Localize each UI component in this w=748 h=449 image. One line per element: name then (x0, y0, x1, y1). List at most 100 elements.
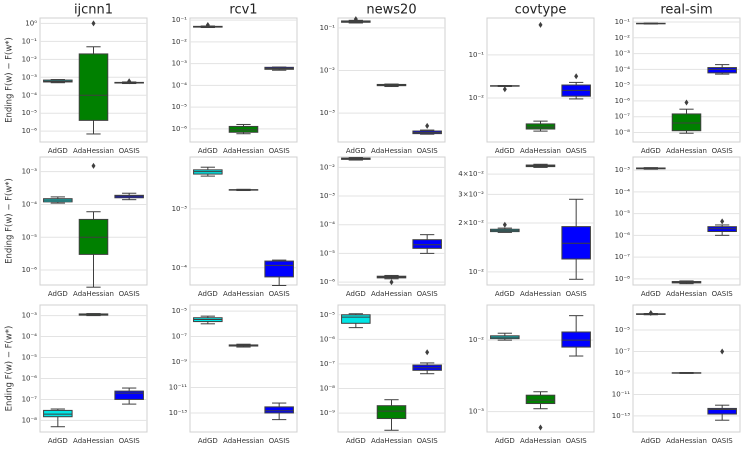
y-tick-label: 10⁻⁹ (320, 409, 336, 417)
y-tick-label: 10⁻¹ (22, 37, 38, 45)
y-tick-label: 10⁻² (22, 55, 38, 63)
outlier (502, 86, 507, 93)
y-tick-label: 10⁻⁶ (22, 266, 38, 274)
box (412, 239, 442, 249)
x-tick-label: AdaHessian (666, 290, 707, 298)
y-tick-label: 10⁻³ (615, 50, 631, 58)
y-tick-label: 10⁻⁵ (320, 311, 336, 319)
y-tick-label: 10⁻⁷ (320, 360, 336, 368)
y-tick-label: 10⁻⁹ (172, 358, 188, 366)
x-tick-label: OASIS (417, 290, 439, 298)
y-tick-label: 10⁻¹ (172, 16, 188, 24)
x-tick-label: AdGD (641, 437, 661, 445)
box (114, 390, 144, 400)
plot-area (486, 156, 595, 286)
y-tick-label: 10⁻⁴ (320, 221, 336, 229)
y-tick-label: 10⁻¹ (615, 18, 631, 26)
y-tick-label: 10⁻⁹ (615, 369, 631, 377)
y-tick-label: 10⁻² (172, 38, 188, 46)
y-axis-label: Ending F(w) − F(w*) (5, 326, 15, 412)
y-tick-label: 10⁻⁷ (615, 113, 631, 121)
y-tick-label: 10⁻¹³ (169, 409, 187, 417)
plot-area (632, 156, 741, 286)
y-tick-label: 10⁻⁷ (22, 395, 38, 403)
y-tick-label: 10⁻⁵ (320, 249, 336, 257)
y-tick-label: 10⁻⁵ (615, 326, 631, 334)
outlier (91, 20, 96, 27)
y-tick-label: 10⁻⁸ (615, 128, 631, 136)
x-tick-label: AdGD (495, 437, 515, 445)
outlier (720, 218, 725, 225)
y-tick-label: 10⁻⁵ (172, 307, 188, 315)
y-tick-label: 10⁻⁶ (22, 374, 38, 382)
y-tick-label: 10⁻⁵ (22, 354, 38, 362)
outlier (425, 122, 430, 129)
box (561, 331, 591, 348)
y-tick-label: 10⁻⁶ (22, 127, 38, 135)
chart-title: rcv1 (229, 3, 257, 18)
y-tick-label: 10⁻⁸ (320, 385, 336, 393)
box (78, 53, 109, 121)
chart-title: real-sim (660, 3, 712, 18)
y-tick-label: 10⁻² (615, 34, 631, 42)
y-tick-label: 10⁻⁴ (22, 91, 38, 99)
x-tick-label: AdGD (48, 147, 68, 155)
outlier (91, 162, 96, 169)
y-tick-label: 10⁻⁷ (615, 253, 631, 261)
y-tick-label: 10⁻⁶ (615, 97, 631, 105)
outlier (684, 99, 689, 106)
x-tick-label: OASIS (566, 147, 588, 155)
x-tick-label: AdaHessian (223, 437, 264, 445)
y-tick-label: 10⁻² (469, 94, 485, 102)
y-tick-label: 10⁻⁶ (320, 335, 336, 343)
x-tick-label: OASIS (712, 437, 734, 445)
plot-area (486, 304, 595, 433)
y-axis-label: Ending F(w) − F(w*) (5, 37, 15, 123)
y-tick-label: 10⁻³ (172, 60, 188, 68)
y-tick-label: 10⁻² (320, 66, 336, 74)
x-tick-label: AdaHessian (371, 290, 412, 298)
x-tick-label: AdGD (198, 147, 218, 155)
x-tick-label: AdGD (495, 147, 515, 155)
x-tick-label: OASIS (119, 437, 141, 445)
x-tick-label: OASIS (119, 290, 141, 298)
y-tick-label: 10⁻⁷ (615, 347, 631, 355)
y-tick-label: 3×10⁻² (458, 190, 484, 198)
y-tick-label: 10⁻¹ (469, 51, 485, 59)
box (264, 260, 294, 278)
y-axis-label: Ending F(w) − F(w*) (5, 178, 15, 264)
outlier (538, 424, 543, 431)
box (264, 406, 294, 414)
y-tick-label: 10⁻⁸ (22, 416, 38, 424)
x-tick-label: AdaHessian (73, 437, 114, 445)
x-tick-label: AdaHessian (520, 147, 561, 155)
x-tick-label: AdaHessian (73, 147, 114, 155)
y-tick-label: 10⁻³ (172, 205, 188, 213)
y-tick-label: 10⁻¹ (320, 24, 336, 32)
box (525, 123, 556, 130)
chart-title: ijcnn1 (74, 3, 113, 18)
x-tick-label: OASIS (269, 147, 291, 155)
outlier (353, 16, 358, 23)
box (525, 394, 556, 405)
outlier (389, 279, 394, 286)
y-tick-label: 10⁻⁶ (615, 231, 631, 239)
y-tick-label: 2×10⁻² (458, 219, 484, 227)
x-tick-label: AdaHessian (371, 437, 412, 445)
y-tick-label: 10⁻⁶ (320, 278, 336, 286)
outlier (538, 21, 543, 28)
x-tick-label: AdGD (346, 290, 366, 298)
outlier (127, 78, 132, 85)
chart-title: news20 (366, 3, 416, 18)
x-tick-label: OASIS (269, 437, 291, 445)
x-tick-label: AdGD (198, 290, 218, 298)
x-tick-label: AdGD (495, 290, 515, 298)
x-tick-label: AdGD (198, 437, 218, 445)
x-tick-label: AdaHessian (223, 290, 264, 298)
y-tick-label: 10⁻⁵ (615, 210, 631, 218)
x-tick-label: AdGD (48, 290, 68, 298)
x-tick-label: OASIS (712, 290, 734, 298)
plot-area (189, 17, 298, 143)
y-tick-label: 10⁻⁴ (22, 333, 38, 341)
